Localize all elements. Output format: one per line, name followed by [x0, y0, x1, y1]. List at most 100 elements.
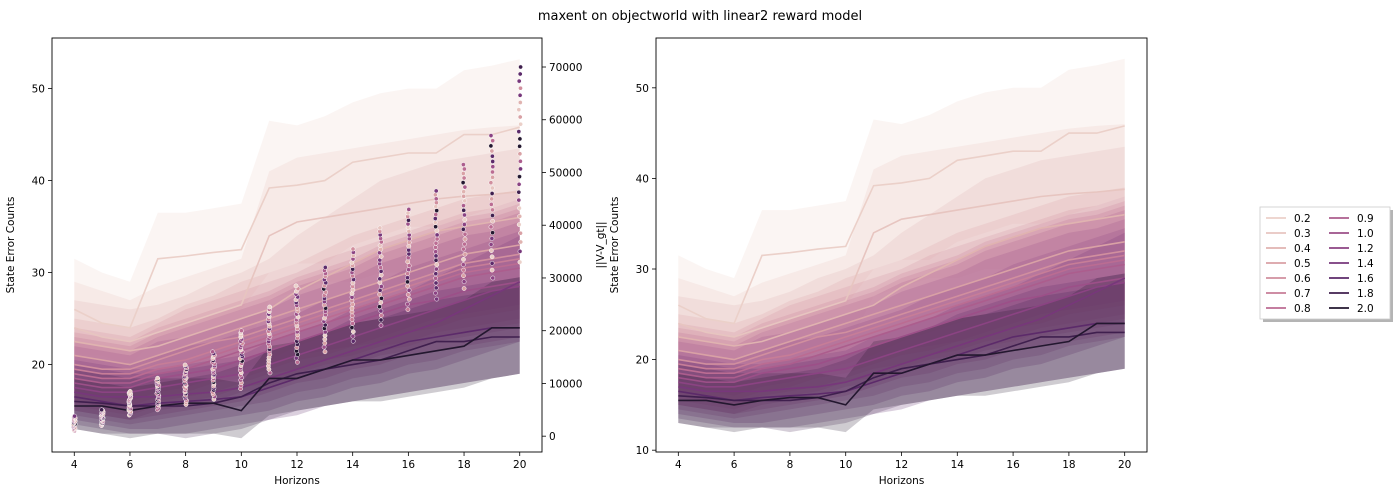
x-axis-label: Horizons	[879, 475, 925, 487]
scatter-point	[405, 255, 411, 261]
scatter-point	[490, 174, 495, 180]
x-tick-label: 14	[346, 459, 360, 471]
line-1.4	[74, 281, 521, 398]
scatter-point	[350, 246, 356, 252]
scatter-point	[210, 349, 215, 355]
scatter-point	[488, 224, 494, 230]
x-tick-label: 10	[839, 459, 852, 471]
scatter-point	[379, 296, 384, 301]
line-2.0	[678, 322, 1125, 406]
scatter-point	[490, 169, 495, 175]
scatter-point	[406, 296, 412, 302]
scatter-point	[462, 241, 467, 247]
band-1.0	[678, 219, 1125, 414]
scatter-point	[489, 148, 495, 154]
x-tick-label: 10	[235, 459, 248, 471]
scatter-point	[434, 236, 440, 242]
scatter-point	[433, 253, 439, 259]
scatter-point	[461, 279, 467, 285]
scatter-point	[322, 349, 328, 355]
scatter-point	[516, 197, 522, 203]
y-axis-label: State Error Counts	[5, 197, 17, 294]
scatter-point	[516, 222, 522, 227]
legend-label-0.9: 0.9	[1357, 213, 1374, 225]
scatter-point	[461, 246, 466, 252]
line-1.2	[678, 281, 1125, 388]
scatter-point	[462, 251, 468, 257]
legend-label-0.2: 0.2	[1294, 213, 1311, 225]
scatter-point	[405, 271, 410, 277]
scatter-point	[406, 207, 412, 212]
scatter-point	[490, 185, 495, 191]
scatter-point	[432, 216, 438, 221]
y-tick-label: 30	[636, 264, 649, 276]
scatter-point	[377, 288, 383, 293]
scatter-point	[490, 153, 495, 159]
line-0.2	[677, 125, 1125, 325]
x-tick-label: 8	[787, 459, 794, 471]
y-right-axis-label: ||V-V_gt||	[595, 221, 607, 268]
band-1.8	[678, 282, 1125, 433]
scatter-point	[460, 262, 466, 268]
legend-label-1.6: 1.6	[1357, 273, 1374, 285]
line-0.2	[73, 126, 520, 329]
band-0.5	[678, 187, 1125, 396]
line-0.4	[678, 213, 1125, 347]
legend-label-0.3: 0.3	[1294, 228, 1311, 240]
y-right-tick-label: 70000	[549, 62, 582, 74]
scatter-point	[434, 262, 440, 268]
scatter-point	[518, 64, 523, 70]
legend-label-0.7: 0.7	[1294, 288, 1311, 300]
y-tick-label: 40	[636, 173, 649, 185]
x-tick-label: 8	[182, 459, 189, 471]
legend-label-1.0: 1.0	[1357, 228, 1374, 240]
scatter-point	[517, 114, 523, 120]
band-0.4	[678, 146, 1125, 387]
scatter-point	[462, 236, 468, 242]
scatter-point	[461, 207, 467, 213]
scatter-point	[517, 143, 522, 149]
scatter-point	[434, 296, 440, 302]
band-0.9	[678, 210, 1125, 414]
scatter-point	[267, 304, 273, 310]
y-tick-label: 10	[636, 445, 649, 457]
scatter-point	[434, 208, 440, 213]
scatter-point	[433, 280, 439, 286]
line-0.5	[678, 241, 1125, 361]
x-axis-label: Horizons	[274, 475, 320, 487]
scatter-point	[517, 71, 523, 77]
scatter-point	[434, 232, 440, 238]
line-0.7	[678, 254, 1125, 370]
scatter-point	[378, 323, 384, 328]
scatter-point	[405, 259, 411, 265]
scatter-point	[517, 249, 523, 254]
scatter-point	[461, 273, 466, 279]
scatter-point	[518, 85, 523, 91]
scatter-point	[127, 389, 133, 394]
scatter-point	[433, 188, 439, 194]
scatter-point	[405, 307, 411, 312]
band-0.2	[74, 59, 520, 365]
scatter-point	[516, 189, 522, 195]
scatter-point	[517, 136, 523, 142]
band-2.0	[678, 273, 1125, 433]
scatter-point	[461, 193, 467, 199]
scatter-point	[434, 228, 440, 234]
scatter-point	[518, 239, 524, 245]
scatter-point	[489, 260, 495, 266]
x-tick-label: 16	[1006, 459, 1020, 471]
line-0.6	[678, 250, 1125, 365]
line-0.3	[74, 190, 520, 343]
scatter-point	[488, 242, 494, 247]
scatter-point	[321, 344, 327, 350]
scatter-point	[489, 191, 495, 196]
scatter-point	[433, 271, 439, 277]
legend-label-0.8: 0.8	[1294, 303, 1311, 315]
y-right-tick-label: 40000	[549, 220, 582, 232]
line-1.0	[678, 277, 1125, 383]
scatter-point	[518, 158, 523, 164]
legend-label-1.2: 1.2	[1357, 243, 1374, 255]
scatter-point	[462, 222, 467, 227]
line-0.3	[678, 188, 1125, 338]
y-tick-label: 20	[32, 360, 45, 372]
